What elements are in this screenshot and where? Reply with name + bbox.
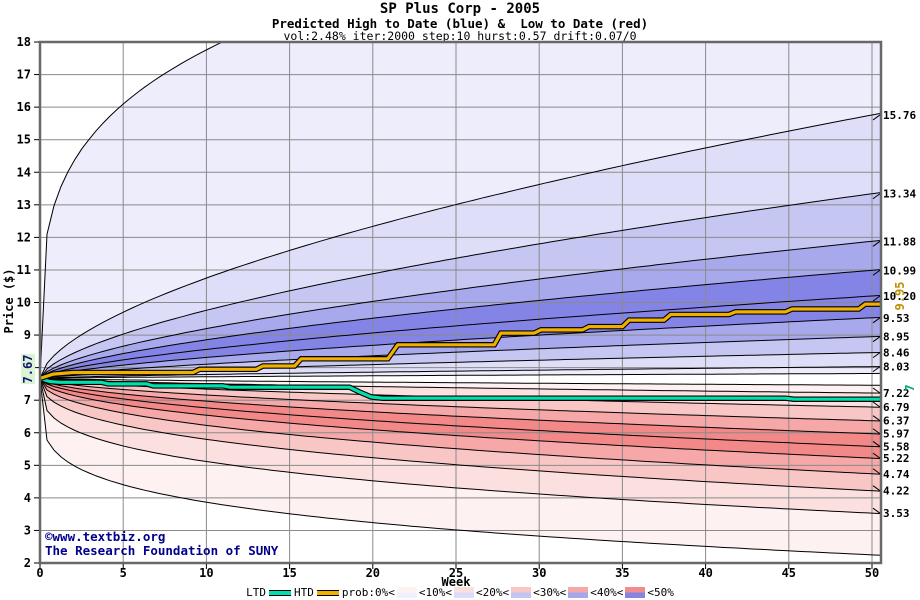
x-tick-label: 5 [120,566,127,580]
legend-prob-swatch [568,587,589,598]
y-tick-label: 16 [17,100,31,114]
probability-band [40,240,881,379]
axis-ticks: 0510152025303540455023456789101112131415… [17,35,880,580]
y-tick-label: 10 [17,296,31,310]
quantile-label: 8.03 [883,361,910,374]
probability-band [40,378,881,447]
quantile-label: 13.34 [883,188,916,201]
legend-prob-label: <10%< [418,586,452,599]
quantile-label: 4.22 [883,485,910,498]
htd-step-line [40,301,881,382]
start-price-label: 7.67 [21,353,35,385]
watermark-org: The Research Foundation of SUNY [45,542,279,558]
probability-band [40,192,881,379]
legend-ltd-swatch [269,589,291,596]
quantile-label: 6.37 [883,415,910,428]
quantile-label: 8.95 [883,331,910,344]
probability-band [40,317,881,379]
probability-band [40,42,881,379]
x-tick-label: 50 [865,566,879,580]
probability-band [40,378,881,459]
quantile-label: 7.22 [883,387,910,400]
watermark-site: ©www.textbiz.org [45,529,166,544]
chart-parameters: vol:2.48% iter:2000 step:10 hurst:0.57 d… [283,28,637,43]
x-tick-label: 40 [698,566,712,580]
quantile-label: 5.97 [883,428,910,441]
title-block: SP Plus Corp - 2005 Predicted High to Da… [0,2,920,42]
htd-final-value-label: 9.95 [893,281,907,311]
x-tick-label: 30 [532,566,546,580]
watermark: ©www.textbiz.org The Research Foundation… [45,530,278,558]
legend-prob-swatch [396,587,417,598]
x-tick-label: 45 [782,566,796,580]
y-tick-label: 18 [17,35,31,49]
y-tick-label: 13 [17,198,31,212]
legend-prob-label: <20%< [475,586,510,599]
probability-band [40,378,881,475]
x-tick-label: 0 [36,566,43,580]
probability-band [40,378,881,394]
y-axis-title: Price ($) [2,268,16,334]
legend-prob-label: prob:0%< [341,586,395,599]
right-value-labels: 15.76 13.34 11.88 10.99 10.20 9.53 8.95 8.468.0… [872,109,916,520]
quantile-label: 6.79 [883,401,910,414]
y-tick-label: 2 [24,556,31,570]
quantile-label: 10.20 [883,290,916,303]
contour-lines [40,42,881,556]
y-tick-label: 12 [17,230,31,244]
legend: LTD HTD prob:0%< <10%< <20%< <30%< <40%< <50% [0,587,920,598]
ltd-final-value-label: 7 [903,384,917,392]
quantile-label: 9.53 [883,312,910,325]
ltd-step-line [40,375,881,402]
legend-htd-label: HTD [294,586,314,599]
gridlines [40,42,881,563]
x-tick-label: 35 [615,566,629,580]
quantile-label: 5.22 [883,452,910,465]
quantile-label: 3.53 [883,507,910,520]
probability-band [40,113,881,379]
x-tick-label: 20 [366,566,380,580]
quantile-label: 15.76 [883,109,916,122]
chart-subtitle: Predicted High to Date (blue) & Low to D… [271,15,649,31]
y-tick-label: 9 [24,328,31,342]
quantile-label: 4.74 [883,468,910,481]
y-tick-label: 3 [24,523,31,537]
probability-band [40,366,881,379]
legend-prob-swatch [453,587,474,598]
legend-htd-swatch [316,589,339,596]
legend-ltd-label: LTD [246,586,266,599]
plot-border [38,40,883,565]
legend-prob-swatch [625,587,646,598]
legend-prob-label: <30%< [533,586,567,599]
y-tick-label: 6 [24,426,31,440]
y-tick-label: 17 [17,68,31,82]
y-tick-label: 11 [17,263,31,277]
probability-band [40,378,881,556]
legend-prob-label: <40%< [590,586,624,599]
quantile-label: 5.58 [883,440,910,453]
x-tick-label: 25 [449,566,463,580]
probability-band [40,269,881,379]
legend-prob-label: <50% [647,586,674,599]
quantile-label: 10.99 [883,264,916,277]
chart-title: SP Plus Corp - 2005 [379,1,541,17]
quantile-label: 8.46 [883,347,910,360]
x-axis-title: Week [441,575,471,589]
x-tick-label: 15 [282,566,296,580]
y-tick-label: 15 [17,133,31,147]
y-tick-label: 7 [24,393,31,407]
y-tick-label: 5 [24,458,31,472]
quantile-label: 11.88 [883,235,916,248]
y-tick-label: 14 [17,165,31,179]
fan-bands [40,42,881,556]
x-tick-label: 10 [199,566,213,580]
probability-band [40,378,881,435]
legend-prob-swatch [511,587,532,598]
y-tick-label: 4 [24,491,31,505]
